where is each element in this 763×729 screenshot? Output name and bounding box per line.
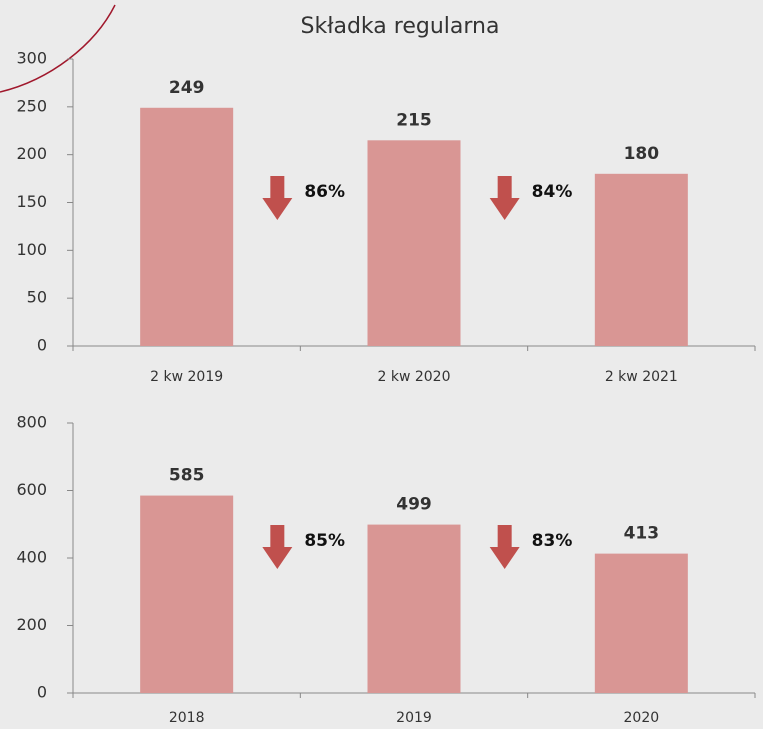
- bar: [594, 173, 688, 346]
- arrow: [489, 525, 520, 569]
- bar: [367, 140, 461, 346]
- value-label: 585: [169, 466, 205, 486]
- x-tick-label: 2 kw 2021: [605, 369, 678, 385]
- arrow: [262, 176, 293, 220]
- x-tick-label: 2 kw 2020: [378, 369, 451, 385]
- y-tick-label: 600: [16, 480, 47, 499]
- y-tick-label: 100: [16, 240, 47, 259]
- x-tick-label: 2020: [624, 710, 660, 726]
- annotation: 85%: [304, 531, 345, 551]
- y-tick-label: 200: [16, 144, 47, 163]
- value-label: 413: [624, 524, 660, 544]
- y-tick-label: 250: [16, 96, 47, 115]
- bar: [367, 524, 461, 693]
- y-tick-label: 150: [16, 192, 47, 211]
- bar: [140, 107, 234, 346]
- arrow: [489, 176, 520, 220]
- value-label: 215: [396, 110, 432, 130]
- y-tick-label: 400: [16, 548, 47, 567]
- chart-title: Składka regularna: [301, 14, 500, 39]
- annotation: 86%: [304, 182, 345, 202]
- y-tick-label: 200: [16, 615, 47, 634]
- value-label: 499: [396, 495, 432, 515]
- y-tick-label: 300: [16, 49, 47, 68]
- x-tick-label: 2 kw 2019: [150, 369, 223, 385]
- value-label: 249: [169, 78, 205, 98]
- x-tick-label: 2018: [169, 710, 205, 726]
- y-tick-label: 50: [27, 288, 47, 307]
- y-tick-label: 0: [37, 683, 47, 702]
- annotation: 83%: [532, 531, 573, 551]
- y-tick-label: 800: [16, 413, 47, 432]
- annotation: 84%: [532, 182, 573, 202]
- value-label: 180: [624, 144, 660, 164]
- x-tick-label: 2019: [396, 710, 432, 726]
- bar: [140, 495, 234, 693]
- arrow: [262, 525, 293, 569]
- bar: [594, 553, 688, 693]
- y-tick-label: 0: [37, 336, 47, 355]
